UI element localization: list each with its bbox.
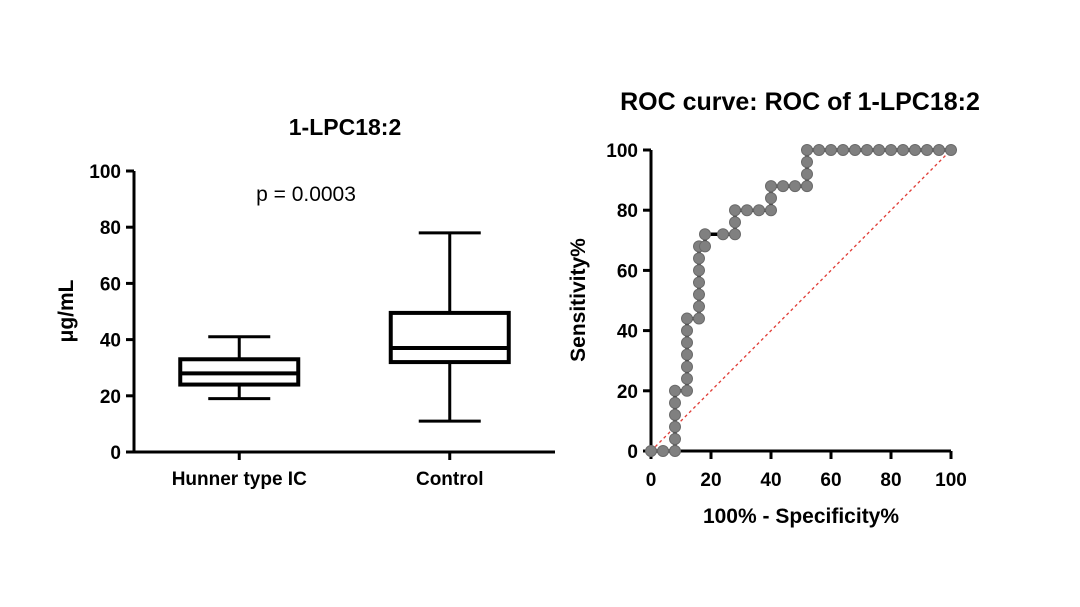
p-value-annotation: p = 0.0003 bbox=[256, 183, 356, 206]
box-y-tick-label: 20 bbox=[100, 387, 121, 408]
roc-point bbox=[693, 252, 705, 265]
roc-y-tick-label: 60 bbox=[617, 261, 638, 282]
roc-point bbox=[921, 144, 933, 156]
roc-point bbox=[897, 144, 909, 156]
roc-y-axis-label: Sensitivity% bbox=[567, 238, 590, 362]
roc-point bbox=[777, 180, 789, 193]
roc-point bbox=[657, 445, 669, 457]
roc-x-axis-label: 100% - Specificity% bbox=[703, 505, 899, 528]
roc-point bbox=[669, 432, 681, 445]
roc-point bbox=[729, 216, 741, 229]
roc-point bbox=[693, 288, 705, 301]
roc-point bbox=[885, 144, 897, 156]
roc-point bbox=[669, 420, 681, 433]
roc-point bbox=[669, 396, 681, 409]
roc-point bbox=[681, 324, 693, 337]
roc-point bbox=[813, 144, 825, 156]
roc-point bbox=[861, 144, 873, 156]
roc-point bbox=[945, 144, 957, 156]
roc-point bbox=[765, 192, 777, 205]
box-plot-panel: 1-LPC18:2 p = 0.0003 μg/mL 020406080100 … bbox=[55, 114, 555, 490]
roc-point bbox=[693, 300, 705, 313]
roc-point bbox=[693, 264, 705, 277]
roc-point bbox=[741, 204, 753, 217]
roc-point bbox=[645, 445, 657, 457]
roc-y-tick-label: 100 bbox=[606, 141, 638, 162]
box-y-tick-label: 80 bbox=[100, 218, 121, 239]
roc-point bbox=[669, 445, 681, 457]
box-x-tick-label: Control bbox=[416, 469, 484, 490]
roc-point bbox=[669, 408, 681, 421]
roc-point bbox=[699, 240, 711, 253]
box-y-axis-label: μg/mL bbox=[55, 279, 78, 342]
roc-title: ROC curve: ROC of 1-LPC18:2 bbox=[620, 88, 980, 116]
roc-y-tick-label: 80 bbox=[617, 201, 638, 222]
roc-point bbox=[693, 312, 705, 325]
roc-point bbox=[681, 360, 693, 373]
roc-point bbox=[837, 144, 849, 156]
roc-x-tick-label: 20 bbox=[700, 470, 721, 491]
roc-point bbox=[849, 144, 861, 156]
roc-point bbox=[681, 372, 693, 385]
roc-point bbox=[789, 180, 801, 193]
roc-point bbox=[693, 276, 705, 289]
roc-x-tick-label: 0 bbox=[646, 470, 657, 491]
iqr-box bbox=[388, 310, 511, 365]
roc-x-tick-label: 60 bbox=[820, 470, 841, 491]
roc-point bbox=[765, 204, 777, 217]
box-1 bbox=[388, 231, 511, 423]
box-y-tick-label: 0 bbox=[110, 443, 121, 464]
box-plot-title: 1-LPC18:2 bbox=[289, 114, 401, 140]
roc-point bbox=[801, 168, 813, 181]
roc-y-tick-label: 40 bbox=[617, 322, 638, 343]
roc-x-tick-label: 80 bbox=[880, 470, 901, 491]
roc-y-tick-label: 20 bbox=[617, 382, 638, 403]
roc-point bbox=[753, 204, 765, 217]
roc-point bbox=[681, 336, 693, 349]
roc-point bbox=[801, 144, 813, 156]
roc-point bbox=[801, 156, 813, 169]
box-y-tick-label: 100 bbox=[89, 162, 121, 183]
box-0 bbox=[178, 335, 301, 401]
roc-point bbox=[717, 228, 729, 241]
roc-y-tick-label: 0 bbox=[627, 442, 638, 463]
roc-x-tick-label: 100 bbox=[935, 470, 967, 491]
roc-point bbox=[729, 228, 741, 241]
roc-point bbox=[825, 144, 837, 156]
roc-point bbox=[909, 144, 921, 156]
roc-point bbox=[729, 204, 741, 217]
roc-point bbox=[699, 228, 711, 241]
roc-point bbox=[801, 180, 813, 193]
roc-point bbox=[873, 144, 885, 156]
roc-x-tick-label: 40 bbox=[760, 470, 781, 491]
reference-diagonal bbox=[650, 149, 952, 452]
roc-point bbox=[933, 144, 945, 156]
roc-point bbox=[681, 348, 693, 361]
roc-point bbox=[669, 384, 681, 397]
box-y-tick-label: 60 bbox=[100, 274, 121, 295]
roc-point bbox=[765, 180, 777, 193]
roc-plot-panel: ROC curve: ROC of 1-LPC18:2 100% - Speci… bbox=[567, 88, 980, 528]
box-y-tick-label: 40 bbox=[100, 331, 121, 352]
roc-point bbox=[681, 312, 693, 325]
box-x-tick-label: Hunner type IC bbox=[172, 469, 307, 490]
roc-point bbox=[681, 384, 693, 397]
